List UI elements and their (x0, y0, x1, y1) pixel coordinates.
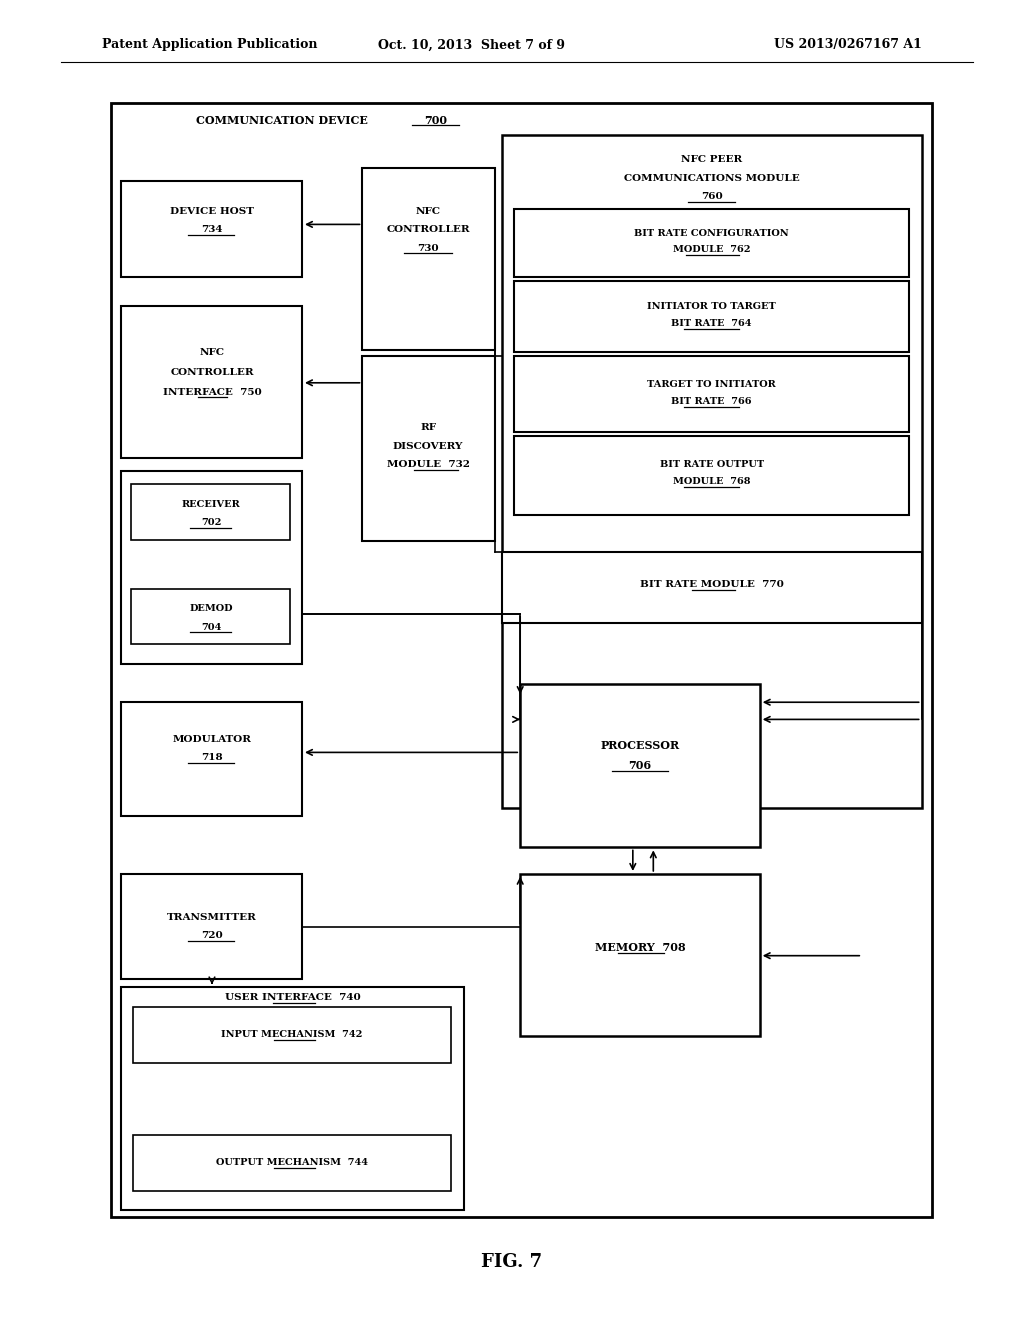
Text: NFC: NFC (416, 207, 440, 215)
Text: MODULE  768: MODULE 768 (673, 478, 751, 486)
Text: BIT RATE OUTPUT: BIT RATE OUTPUT (659, 461, 764, 469)
Bar (131, 484, 290, 540)
Bar (514, 356, 909, 432)
Text: COMMUNICATION DEVICE: COMMUNICATION DEVICE (196, 115, 368, 125)
Text: NFC: NFC (200, 348, 224, 356)
Text: MODULE  732: MODULE 732 (386, 461, 470, 469)
Text: DEMOD: DEMOD (189, 605, 232, 612)
Bar (121, 702, 302, 816)
Text: MEMORY  708: MEMORY 708 (595, 942, 685, 953)
Text: DEVICE HOST: DEVICE HOST (170, 207, 254, 215)
Text: 730: 730 (417, 244, 439, 252)
Bar (111, 103, 932, 1217)
Bar (121, 874, 302, 979)
Text: PROCESSOR: PROCESSOR (600, 741, 680, 751)
Text: 706: 706 (629, 760, 651, 771)
Bar (121, 987, 464, 1210)
Text: 734: 734 (202, 226, 222, 234)
Text: 702: 702 (201, 519, 221, 527)
Text: RECEIVER: RECEIVER (181, 500, 241, 508)
Text: OUTPUT MECHANISM  744: OUTPUT MECHANISM 744 (216, 1159, 368, 1167)
Text: BIT RATE  764: BIT RATE 764 (672, 319, 752, 327)
Text: USER INTERFACE  740: USER INTERFACE 740 (225, 994, 360, 1002)
Text: INTERFACE  750: INTERFACE 750 (163, 388, 261, 396)
Text: TARGET TO INITIATOR: TARGET TO INITIATOR (647, 380, 776, 388)
Text: 720: 720 (201, 932, 223, 940)
Text: BIT RATE  766: BIT RATE 766 (672, 397, 752, 405)
Text: FIG. 7: FIG. 7 (481, 1253, 543, 1271)
Text: 704: 704 (201, 623, 221, 631)
Bar (362, 356, 495, 541)
Bar (502, 552, 922, 623)
Bar (131, 589, 290, 644)
Text: INITIATOR TO TARGET: INITIATOR TO TARGET (647, 302, 776, 310)
Bar (514, 436, 909, 515)
Bar (514, 281, 909, 352)
Bar (121, 471, 302, 664)
Bar (514, 209, 909, 277)
Text: 760: 760 (700, 193, 723, 201)
Text: CONTROLLER: CONTROLLER (386, 226, 470, 234)
Text: 718: 718 (201, 754, 223, 762)
Bar (520, 684, 760, 847)
Text: COMMUNICATIONS MODULE: COMMUNICATIONS MODULE (624, 174, 800, 182)
Bar (121, 181, 302, 277)
Text: MODULATOR: MODULATOR (172, 735, 252, 743)
Text: MODULE  762: MODULE 762 (673, 246, 751, 253)
Text: CONTROLLER: CONTROLLER (170, 368, 254, 376)
Text: Oct. 10, 2013  Sheet 7 of 9: Oct. 10, 2013 Sheet 7 of 9 (378, 38, 564, 51)
Text: BIT RATE MODULE  770: BIT RATE MODULE 770 (640, 581, 783, 589)
Text: TRANSMITTER: TRANSMITTER (167, 913, 257, 921)
Text: Patent Application Publication: Patent Application Publication (102, 38, 317, 51)
Bar (520, 874, 760, 1036)
Text: INPUT MECHANISM  742: INPUT MECHANISM 742 (221, 1031, 362, 1039)
Text: BIT RATE CONFIGURATION: BIT RATE CONFIGURATION (634, 230, 790, 238)
Text: 700: 700 (424, 115, 446, 125)
Bar (362, 168, 495, 350)
Bar (502, 135, 922, 808)
Text: US 2013/0267167 A1: US 2013/0267167 A1 (774, 38, 922, 51)
Text: NFC PEER: NFC PEER (681, 156, 742, 164)
Bar (133, 1007, 451, 1063)
Bar (133, 1135, 451, 1191)
Bar (121, 306, 302, 458)
Text: RF: RF (420, 424, 436, 432)
Text: DISCOVERY: DISCOVERY (393, 442, 463, 450)
